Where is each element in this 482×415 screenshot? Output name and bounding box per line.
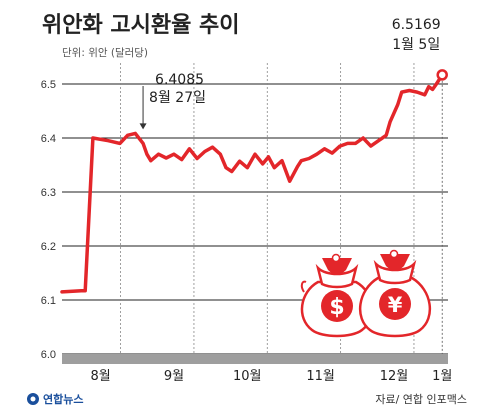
annotation-date: 8월 27일 bbox=[149, 90, 206, 106]
y-tick-labels: 6.0 6.1 6.2 6.3 6.4 6.5 bbox=[41, 79, 56, 361]
source-note: 자료/ 연합 인포맥스 bbox=[375, 393, 467, 406]
brand-logo: 연합뉴스 bbox=[27, 392, 83, 406]
x-axis-band bbox=[62, 354, 448, 364]
x-tick-label: 12월 bbox=[380, 369, 409, 384]
money-bags-icon: $ ¥ bbox=[300, 249, 432, 338]
y-tick-label: 6.2 bbox=[41, 241, 56, 253]
y-tick-label: 6.4 bbox=[41, 133, 56, 145]
x-tick-label: 11월 bbox=[306, 369, 335, 384]
series-line bbox=[60, 73, 444, 294]
annotation-marker bbox=[436, 69, 448, 81]
series-group bbox=[60, 73, 444, 294]
y-tick-label: 6.3 bbox=[41, 187, 56, 199]
yuan-bag-icon: ¥ bbox=[358, 249, 432, 338]
yuan-symbol: ¥ bbox=[388, 293, 403, 317]
dollar-symbol: $ bbox=[329, 295, 344, 320]
y-tick-label: 6.5 bbox=[41, 79, 56, 91]
brand-name: 연합뉴스 bbox=[43, 392, 83, 406]
x-tick-label: 10월 bbox=[233, 369, 262, 384]
annotation-date: 1월 5일 bbox=[392, 37, 440, 53]
x-tick-label: 1월 bbox=[432, 369, 452, 384]
annotations: 6.4085 8월 27일 6.5169 1월 5일 bbox=[139, 17, 448, 354]
y-tick-label: 6.1 bbox=[41, 295, 56, 307]
y-tick-label: 6.0 bbox=[41, 349, 56, 361]
x-tick-labels: 8월 9월 10월 11월 12월 1월 bbox=[90, 369, 452, 384]
annotation-value: 6.4085 bbox=[155, 72, 204, 88]
annotation-value: 6.5169 bbox=[392, 17, 441, 33]
chart-title: 위안화 고시환율 추이 bbox=[42, 13, 239, 38]
unit-label: 단위: 위안 (달러당) bbox=[62, 46, 148, 59]
x-tick-label: 8월 bbox=[90, 369, 110, 384]
annotation-arrow bbox=[139, 123, 147, 130]
dollar-bag-icon: $ bbox=[300, 253, 374, 338]
x-tick-label: 9월 bbox=[164, 369, 184, 384]
